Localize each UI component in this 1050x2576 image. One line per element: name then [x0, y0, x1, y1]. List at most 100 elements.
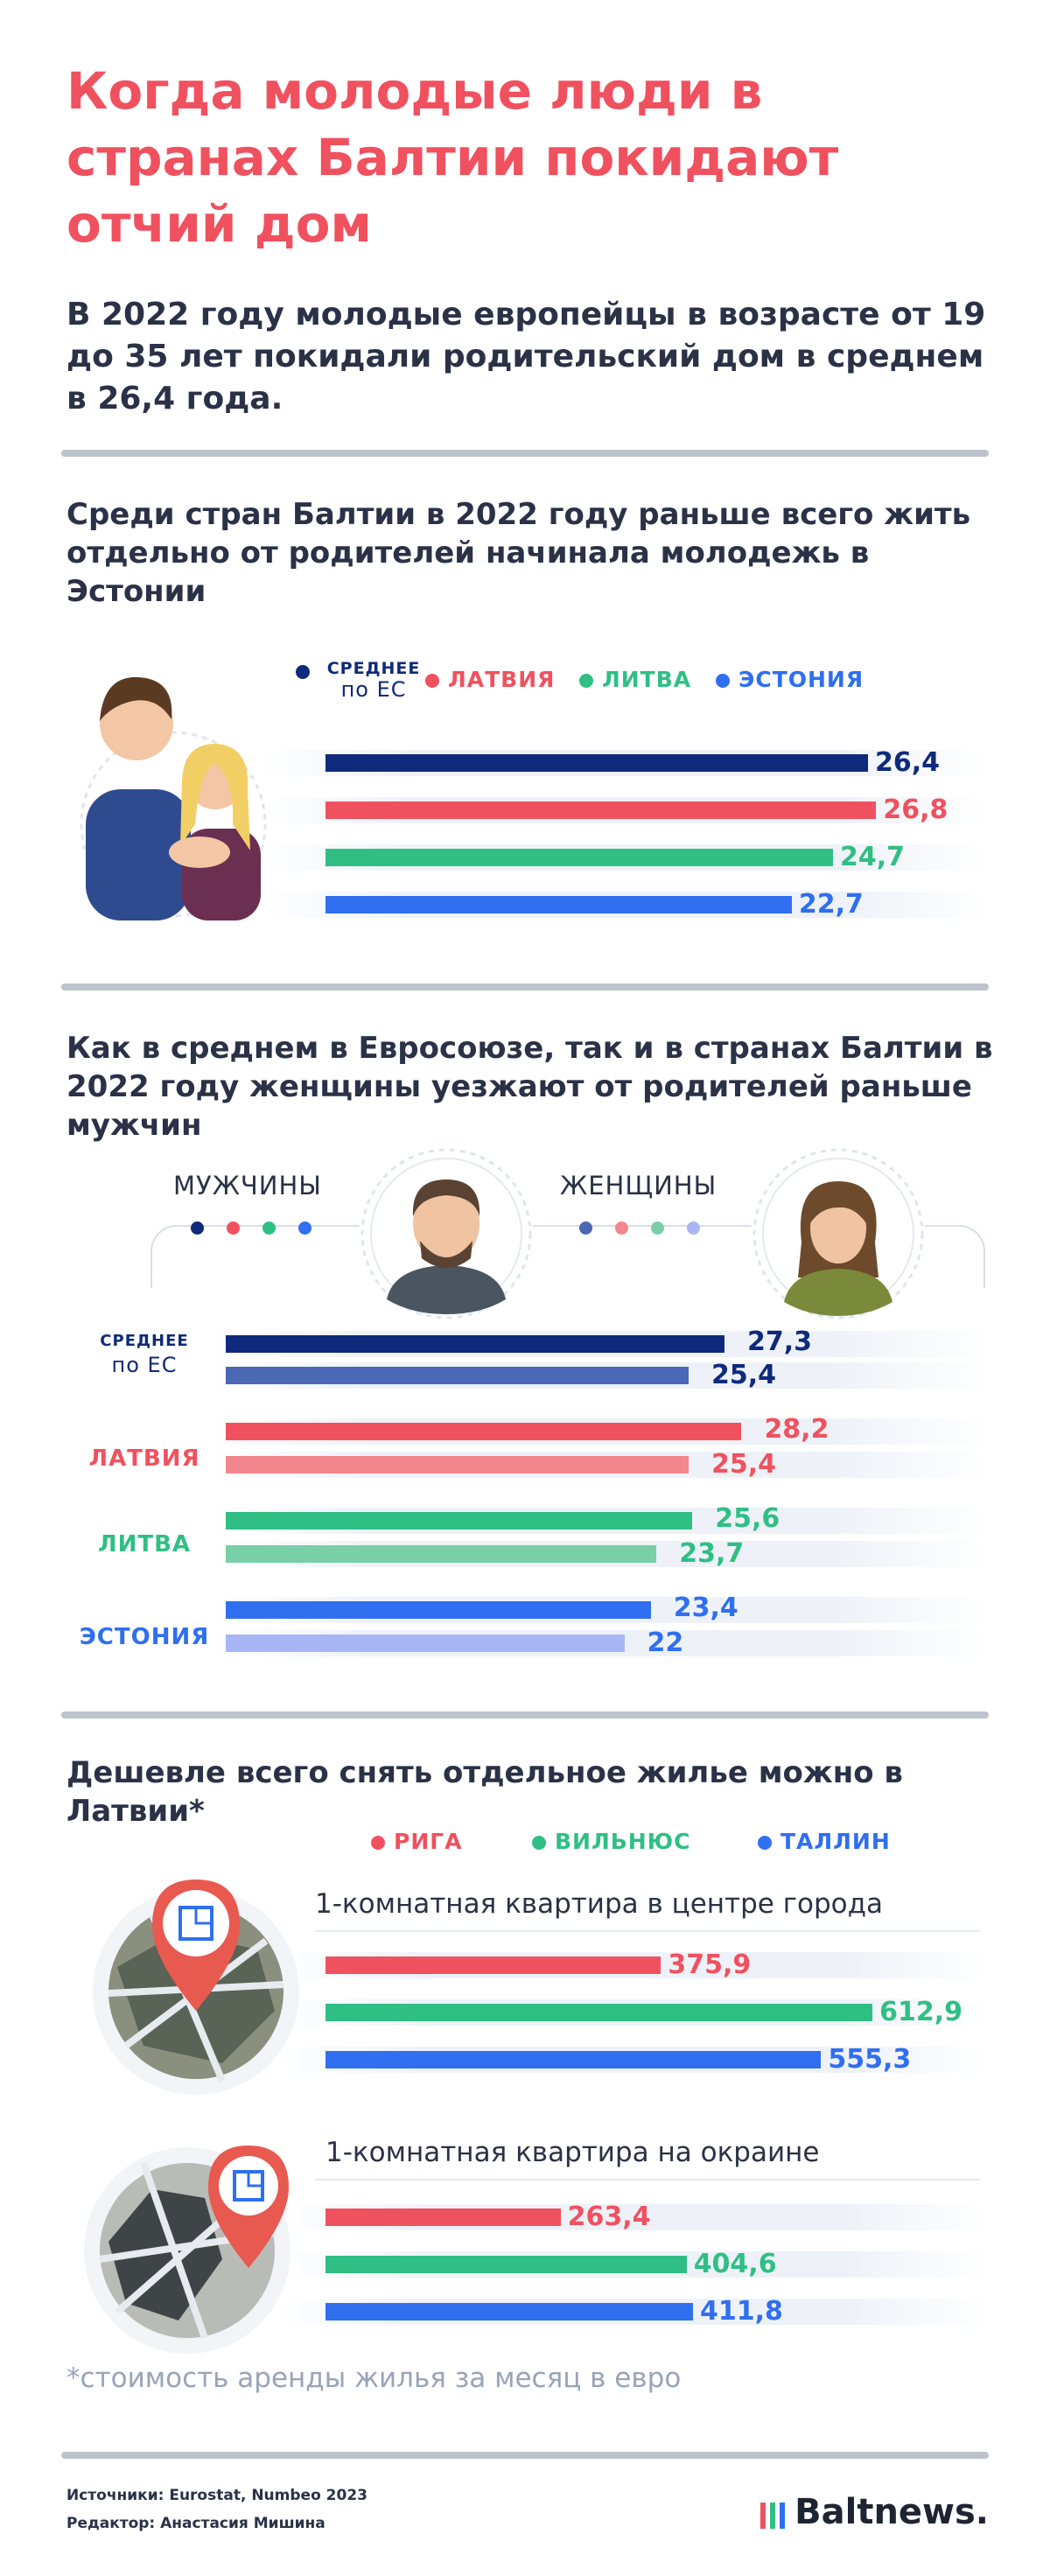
women-bar-2 [226, 1545, 657, 1563]
divider [61, 984, 989, 990]
legend-label: ВИЛЬНЮС [555, 1829, 691, 1854]
legend-riga: РИГА [371, 1829, 463, 1854]
legend-label: РИГА [394, 1829, 463, 1854]
women-label: ЖЕНЩИНЫ [560, 1171, 718, 1200]
editor-text: Редактор: Анастасия Мишина [66, 2515, 326, 2532]
men-color-dots [191, 1222, 334, 1238]
group-title: 1-комнатная квартира в центре города [315, 1888, 884, 1920]
legend-label: СРЕДНЕЕ [326, 659, 421, 678]
bar-2 [326, 849, 833, 866]
color-dot [298, 1222, 312, 1235]
rent-value-label: 263,4 [567, 2202, 651, 2232]
divider [61, 2452, 989, 2459]
rent-bar [326, 2303, 694, 2320]
legend-dot [371, 1836, 385, 1850]
color-dot [615, 1222, 628, 1235]
women-bar-3 [226, 1634, 625, 1652]
category-label: ЭСТОНИЯ [79, 1624, 210, 1650]
legend-estonia: ЭСТОНИЯ [716, 667, 864, 692]
category-label: ЛИТВА [97, 1531, 192, 1558]
sources-text: Источники: Eurostat, Numbeo 2023 [66, 2487, 368, 2504]
women-bar-0 [226, 1367, 689, 1384]
rent-value-label: 375,9 [668, 1950, 752, 1980]
women-bar-1 [226, 1456, 689, 1474]
men-bar-2 [226, 1512, 693, 1530]
men-bar-0 [226, 1335, 724, 1353]
legend-eu: СРЕДНЕЕ по ЕС [296, 658, 420, 702]
legend-dot [758, 1836, 772, 1850]
rent-bar [326, 1956, 662, 1974]
rent-bar [326, 2004, 873, 2021]
women-value-label: 23,7 [679, 1538, 745, 1569]
legend-label: по ЕС [340, 677, 407, 702]
divider [61, 450, 989, 457]
logo-bar [770, 2502, 776, 2529]
divider [61, 1712, 989, 1718]
outskirts-map-icon [74, 2128, 318, 2356]
women-value-label: 25,4 [710, 1449, 776, 1480]
legend-label: ЭСТОНИЯ [738, 667, 864, 692]
rent-value-label: 555,3 [828, 2044, 912, 2075]
legend-dot [425, 674, 439, 688]
footnote: *стоимость аренды жилья за месяц в евро [66, 2362, 682, 2394]
men-value-label: 27,3 [747, 1326, 813, 1357]
bar-0 [326, 754, 868, 772]
comparison-frame [150, 1225, 985, 1288]
bar-3 [326, 896, 792, 914]
group-title: 1-комнатная квартира на окраине [326, 2137, 820, 2168]
bar-1 [326, 802, 877, 819]
rent-value-label: 612,9 [879, 1997, 963, 2027]
rent-value-label: 411,8 [700, 2296, 783, 2327]
category-label-bottom: по ЕС [111, 1353, 178, 1377]
men-value-label: 23,4 [673, 1592, 738, 1623]
group-title-underline [315, 2179, 980, 2180]
color-dot [227, 1222, 240, 1235]
woman-avatar [751, 1146, 926, 1321]
lead-text: В 2022 году молодые европейцы в возрасте… [66, 297, 986, 416]
color-dot [687, 1222, 700, 1235]
rent-bar [326, 2051, 822, 2068]
rent-bar [326, 2208, 561, 2226]
logo-bar [760, 2502, 766, 2529]
legend-label: ЛАТВИЯ [448, 667, 556, 692]
legend-latvia: ЛАТВИЯ [425, 667, 555, 692]
legend-tallinn: ТАЛЛИН [758, 1829, 891, 1854]
logo-mark [760, 2494, 789, 2534]
men-value-label: 28,2 [764, 1414, 830, 1445]
women-value-label: 22 [647, 1628, 684, 1658]
value-label: 26,4 [875, 747, 941, 778]
category-label: ЛАТВИЯ [88, 1446, 200, 1472]
men-bar-1 [226, 1423, 742, 1440]
man-avatar [359, 1146, 534, 1321]
color-dot [651, 1222, 664, 1235]
legend-label: ЛИТВА [602, 667, 692, 692]
logo-bar [780, 2502, 786, 2529]
section2-heading: Как в среднем в Евросоюзе, так и в стран… [66, 1031, 993, 1143]
women-color-dots [579, 1222, 723, 1238]
baltnews-logo: Baltnews. [760, 2492, 989, 2534]
color-dot [191, 1222, 204, 1235]
value-label: 26,8 [883, 794, 948, 825]
legend-dot [532, 1836, 546, 1850]
page-title: Когда молодые люди в странах Балтии поки… [66, 61, 839, 254]
city-center-map-icon [74, 1871, 318, 2098]
color-dot [262, 1222, 276, 1235]
men-bar-3 [226, 1601, 651, 1619]
value-label: 24,7 [839, 842, 905, 872]
section1-heading: Среди стран Балтии в 2022 году раньше вс… [66, 497, 971, 609]
group-title-underline [315, 1930, 980, 1932]
logo-text: Baltnews. [794, 2492, 989, 2532]
legend-label: ТАЛЛИН [780, 1829, 891, 1854]
men-label: МУЖЧИНЫ [173, 1171, 322, 1200]
couple-illustration [68, 649, 287, 920]
section3-heading: Дешевле всего снять отдельное жилье можн… [66, 1755, 903, 1829]
men-value-label: 25,6 [715, 1503, 780, 1534]
legend-vilnius: ВИЛЬНЮС [532, 1829, 690, 1854]
legend-dot [296, 665, 310, 679]
women-value-label: 25,4 [710, 1360, 776, 1390]
legend-lithuania: ЛИТВА [579, 667, 691, 692]
category-label-top: СРЕДНЕЕ [100, 1332, 189, 1350]
rent-value-label: 404,6 [693, 2249, 777, 2279]
color-dot [579, 1222, 592, 1235]
value-label: 22,7 [798, 889, 864, 920]
